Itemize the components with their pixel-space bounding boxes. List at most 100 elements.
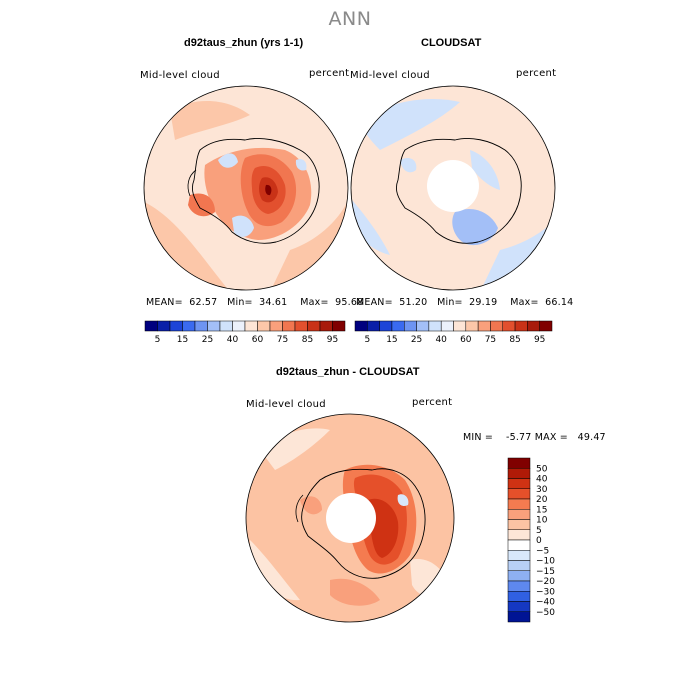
panel2-colorbar-swatch (539, 320, 553, 332)
panel1-colorbar-tick-label: 40 (227, 335, 239, 345)
panel1-stats: MEAN= 62.57 Min= 34.61 Max= 95.68 (146, 297, 363, 308)
panel1-colorbar-swatch (207, 320, 221, 332)
panel3-colorbar-swatch (507, 591, 531, 602)
panel1-colorbar-swatch (219, 320, 233, 332)
panel1-contour-low-b (232, 215, 254, 237)
panel3-map (245, 413, 455, 623)
panel2-colorbar-swatch (367, 320, 380, 332)
panel3-colorbar-swatch (507, 478, 531, 489)
panel3-colorbar-swatch (507, 611, 531, 623)
panel3-colorbar-tick-label: 5 (536, 526, 542, 536)
panel1-colorbar-swatch (269, 320, 283, 332)
panel1-colorbar-swatch (257, 320, 271, 332)
panel2-stats: MEAN= 51.20 Min= 29.19 Max= 66.14 (356, 297, 573, 308)
panel3-colorbar-tick-label: 15 (536, 505, 547, 515)
panel2-colorbar-swatch (428, 320, 442, 332)
main-title: ANN (328, 8, 372, 30)
panel2-colorbar-swatch (490, 320, 503, 332)
panel1-min-label: Min= (227, 297, 253, 308)
panel1-map-boundary (143, 85, 349, 291)
panel1-title: d92taus_zhun (yrs 1-1) (184, 37, 304, 49)
panel2-colorbar-swatch (354, 320, 368, 332)
panel3-contour-low-sw (250, 540, 300, 601)
panel2-antarctica-coastline (395, 138, 522, 244)
panel2-contour-low-ross (452, 208, 498, 246)
panel1-units-label: percent (309, 68, 350, 79)
panel3-colorbar-tick-label: −30 (536, 587, 555, 597)
panel3-contour-south (330, 578, 380, 606)
panel1-colorbar-swatch (332, 320, 346, 332)
panel2-missing-data-hole (427, 160, 479, 212)
panel3-antarctica-coastline (301, 468, 426, 579)
panel2-title: CLOUDSAT (421, 37, 482, 49)
panel3-colorbar-swatch (507, 457, 531, 469)
panel1-colorbar-tick-label: 85 (302, 335, 313, 345)
panel3-title: d92taus_zhun - CLOUDSAT (276, 366, 420, 378)
panel2-colorbar-swatch (391, 320, 405, 332)
panel3-map-boundary (245, 413, 455, 623)
panel2-colorbar-swatch (527, 320, 540, 332)
panel1-contour-low-c (295, 159, 307, 171)
panel3-colorbar-swatch (507, 519, 531, 530)
panel1-contour-max (265, 184, 272, 196)
panel3-colorbar-tick-label: −20 (536, 577, 555, 587)
panel3-contour-negative (397, 494, 409, 506)
panel3-colorbar-tick-label: 30 (536, 485, 548, 495)
panel3-colorbar-swatch (507, 550, 531, 561)
panel1-map (143, 85, 349, 291)
panel3-colorbar-tick-label: −40 (536, 598, 555, 608)
panel1-variable-label: Mid-level cloud (140, 70, 220, 81)
panel1-colorbar-swatch (157, 320, 171, 332)
panel1-peninsula-coastline (187, 169, 197, 197)
panel3-range-text: MIN = -5.77 MAX = 49.47 (463, 432, 606, 443)
panel1-colorbar-swatch (169, 320, 183, 332)
panel2-contour-low-east (470, 150, 500, 190)
panel3-colorbar-swatch (507, 539, 531, 551)
panel2-min-value: 29.19 (469, 297, 498, 308)
panel3-colorbar-swatch (507, 488, 531, 500)
panel3-colorbar-swatch (507, 468, 531, 479)
panel1-max-label: Max= (300, 297, 329, 308)
panel2-colorbar-tick-label: 25 (411, 335, 422, 345)
panel3-colorbar-swatch (507, 580, 531, 592)
panel3-colorbar-tick-label: 50 (536, 464, 548, 474)
panel1-colorbar-swatch (307, 320, 321, 332)
panel3-colorbar-tick-label: 0 (536, 536, 542, 546)
panel2-colorbar-swatch (477, 320, 491, 332)
panel1-colorbar-swatch (282, 320, 296, 332)
panel2-mean-label: MEAN= (356, 297, 393, 308)
panel3-colorbar-tick-label: −50 (536, 608, 555, 618)
panel1-mean-value: 62.57 (189, 297, 218, 308)
panel3-missing-data-hole (326, 493, 376, 543)
panel3-colorbar-tick-label: 10 (536, 516, 548, 526)
panel1-min-value: 34.61 (259, 297, 288, 308)
panel1-colorbar-tick-label: 95 (327, 335, 338, 345)
panel3-peninsula-coastline (295, 494, 304, 523)
panel2-colorbar-tick-label: 95 (534, 335, 545, 345)
panel2-max-value: 66.14 (545, 297, 574, 308)
panel2-colorbar-swatch (502, 320, 516, 332)
panel1-colorbar-swatch (144, 320, 158, 332)
panel1-colorbar-tick-label: 5 (155, 335, 161, 345)
panel3-units-label: percent (412, 397, 453, 408)
panel2-colorbar: 5 15 25 40 60 75 85 95 (354, 320, 553, 345)
panel1-colorbar-swatch (194, 320, 208, 332)
panel2-colorbar-swatch (416, 320, 430, 332)
panel1-colorbar-swatch (294, 320, 308, 332)
panel3-colorbar-tick-label: 20 (536, 495, 548, 505)
panel2-colorbar-tick-label: 5 (364, 335, 370, 345)
panel1-contour-low-a (218, 153, 238, 168)
panel3-colorbar-tick-label: −15 (536, 567, 555, 577)
panel2-colorbar-swatch (440, 320, 454, 332)
panel1-mean-label: MEAN= (146, 297, 183, 308)
panel1-colorbar-swatch (232, 320, 246, 332)
panel2-map-boundary (350, 85, 556, 291)
panel2-colorbar-tick-label: 60 (460, 335, 472, 345)
panel2-mean-value: 51.20 (399, 297, 428, 308)
panel3-colorbar-tick-label: −5 (536, 546, 549, 556)
panel1-colorbar-tick-label: 75 (277, 335, 288, 345)
panel1-colorbar-tick-label: 25 (202, 335, 213, 345)
panel3-colorbar-swatch (507, 509, 531, 520)
